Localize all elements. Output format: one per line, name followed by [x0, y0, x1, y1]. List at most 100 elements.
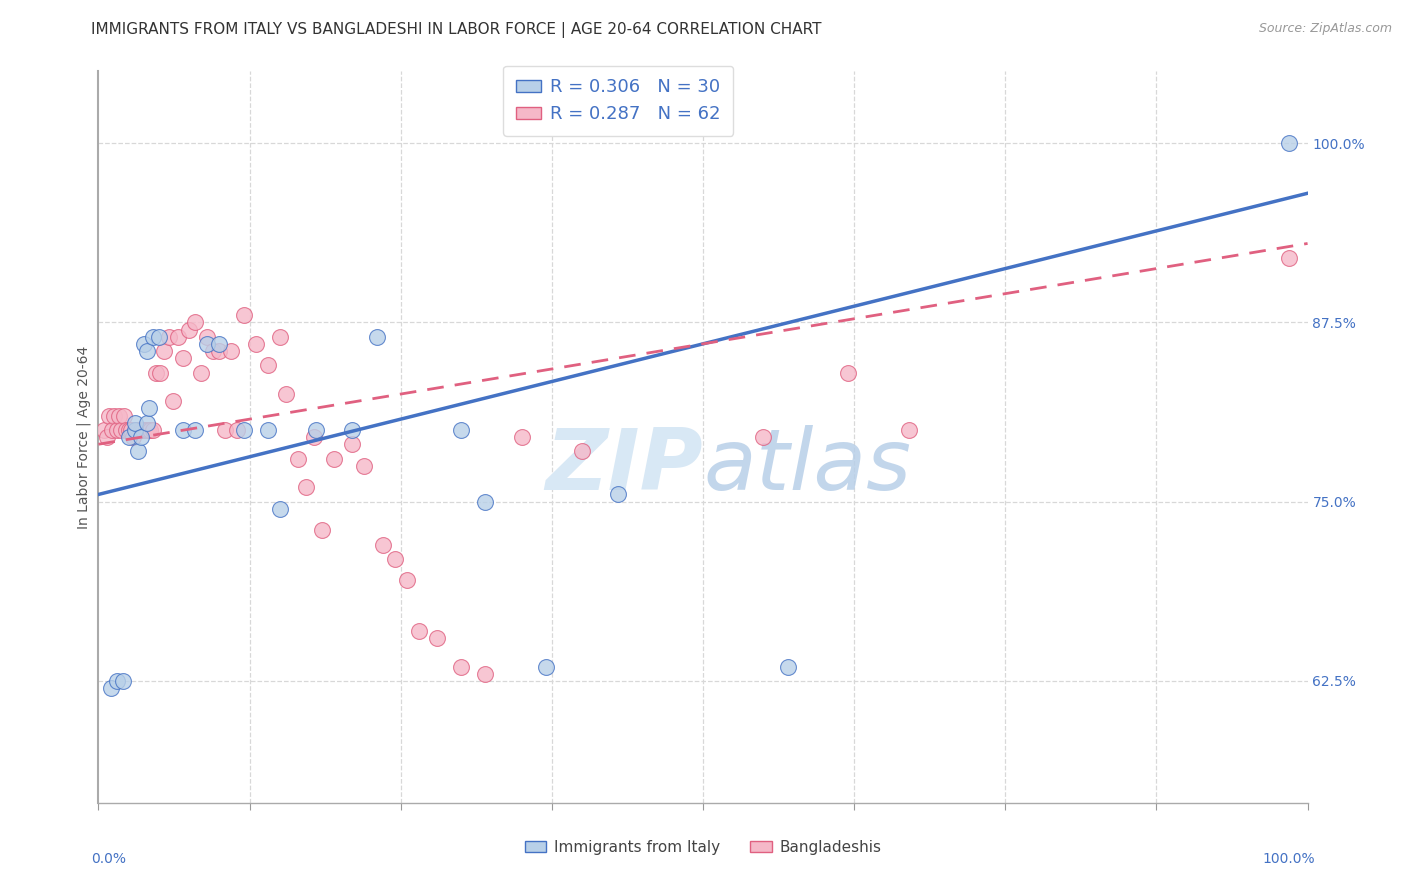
Point	[98, 409, 121, 423]
Legend: Immigrants from Italy, Bangladeshis: Immigrants from Italy, Bangladeshis	[519, 834, 887, 861]
Point	[450, 423, 472, 437]
Point	[100, 681, 122, 695]
Point	[118, 430, 141, 444]
Point	[122, 430, 145, 444]
Point	[139, 423, 162, 437]
Point	[149, 366, 172, 380]
Point	[837, 366, 859, 380]
Text: 100.0%: 100.0%	[1263, 852, 1315, 866]
Point	[96, 430, 118, 444]
Point	[226, 423, 249, 437]
Point	[752, 430, 775, 444]
Point	[129, 423, 152, 437]
Point	[142, 329, 165, 343]
Point	[208, 344, 231, 359]
Point	[127, 444, 149, 458]
Point	[426, 631, 449, 645]
Point	[112, 409, 135, 423]
Point	[269, 329, 291, 343]
Point	[287, 451, 309, 466]
Point	[124, 416, 146, 430]
Point	[162, 394, 184, 409]
Point	[105, 423, 128, 437]
Point	[135, 344, 157, 359]
Point	[118, 423, 141, 437]
Point	[342, 423, 364, 437]
Point	[305, 423, 328, 437]
Point	[897, 423, 920, 437]
Point	[93, 423, 115, 437]
Point	[100, 423, 122, 437]
Point	[208, 336, 231, 351]
Point	[179, 322, 201, 336]
Point	[195, 336, 218, 351]
Point	[105, 673, 128, 688]
Point	[132, 423, 155, 437]
Point	[1278, 136, 1301, 150]
Point	[245, 336, 267, 351]
Point	[302, 430, 325, 444]
Point	[148, 329, 170, 343]
Point	[127, 423, 149, 437]
Point	[607, 487, 630, 501]
Point	[232, 308, 254, 322]
Point	[269, 501, 291, 516]
Point	[311, 524, 333, 538]
Point	[384, 552, 406, 566]
Point	[195, 329, 218, 343]
Point	[323, 451, 346, 466]
Text: ZIP: ZIP	[546, 425, 703, 508]
Point	[202, 344, 225, 359]
Point	[103, 409, 125, 423]
Point	[157, 329, 180, 343]
Point	[110, 423, 132, 437]
Point	[776, 659, 799, 673]
Text: atlas: atlas	[703, 425, 911, 508]
Point	[138, 401, 160, 416]
Point	[534, 659, 557, 673]
Point	[510, 430, 533, 444]
Point	[408, 624, 430, 638]
Point	[474, 494, 496, 508]
Point	[120, 423, 142, 437]
Point	[214, 423, 236, 437]
Point	[190, 366, 212, 380]
Point	[125, 423, 148, 437]
Point	[145, 366, 167, 380]
Point	[221, 344, 243, 359]
Point	[184, 315, 207, 329]
Text: 0.0%: 0.0%	[91, 852, 127, 866]
Point	[172, 423, 194, 437]
Point	[129, 430, 152, 444]
Point	[232, 423, 254, 437]
Point	[366, 329, 388, 343]
Point	[108, 409, 131, 423]
Y-axis label: In Labor Force | Age 20-64: In Labor Force | Age 20-64	[77, 345, 91, 529]
Point	[152, 344, 174, 359]
Point	[395, 574, 418, 588]
Point	[134, 336, 156, 351]
Point	[142, 423, 165, 437]
Point	[135, 423, 157, 437]
Point	[1278, 251, 1301, 265]
Point	[256, 423, 278, 437]
Point	[342, 437, 364, 451]
Point	[184, 423, 207, 437]
Point	[115, 423, 138, 437]
Text: Source: ZipAtlas.com: Source: ZipAtlas.com	[1258, 22, 1392, 36]
Point	[474, 666, 496, 681]
Point	[111, 673, 134, 688]
Point	[256, 359, 278, 373]
Point	[571, 444, 593, 458]
Point	[135, 416, 157, 430]
Point	[124, 423, 146, 437]
Point	[136, 423, 159, 437]
Point	[371, 538, 394, 552]
Point	[353, 458, 375, 473]
Point	[295, 480, 318, 494]
Text: IMMIGRANTS FROM ITALY VS BANGLADESHI IN LABOR FORCE | AGE 20-64 CORRELATION CHAR: IMMIGRANTS FROM ITALY VS BANGLADESHI IN …	[91, 22, 823, 38]
Point	[172, 351, 194, 366]
Point	[274, 387, 297, 401]
Point	[450, 659, 472, 673]
Point	[167, 329, 190, 343]
